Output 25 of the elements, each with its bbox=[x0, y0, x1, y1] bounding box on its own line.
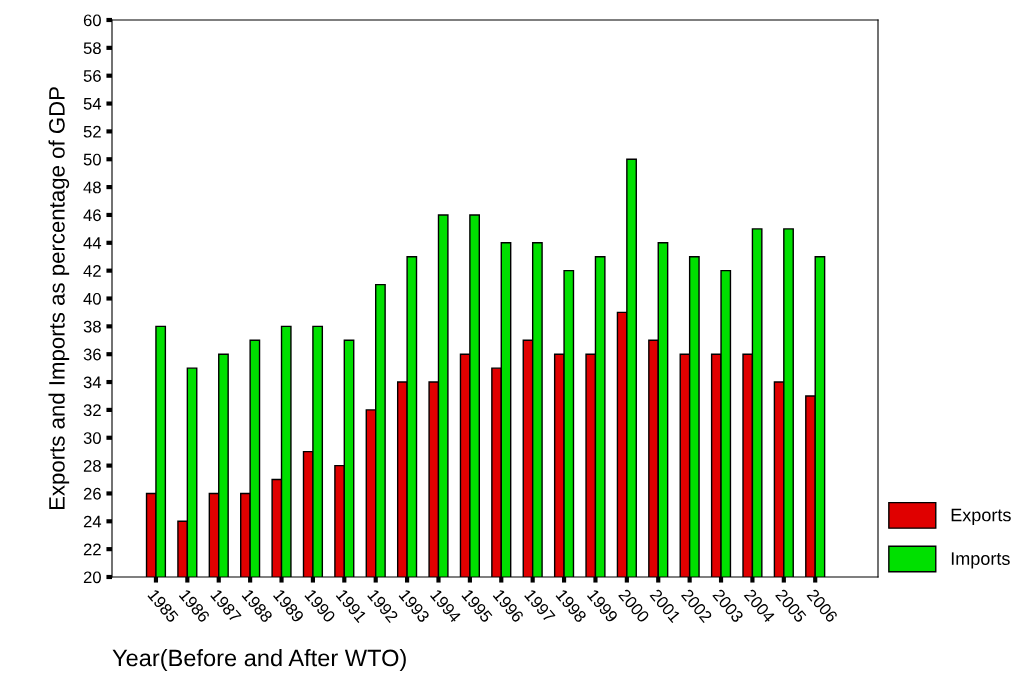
x-axis-title: Year(Before and After WTO) bbox=[112, 648, 406, 671]
y-tick-label: 30 bbox=[83, 432, 101, 444]
y-tick-label: 20 bbox=[83, 571, 101, 584]
y-tick-label: 44 bbox=[83, 237, 102, 249]
y-tick-label: 60 bbox=[83, 14, 101, 27]
y-tick-label: 38 bbox=[83, 320, 101, 333]
y-tick-label: 48 bbox=[83, 181, 101, 194]
y-tick-label: 54 bbox=[83, 98, 102, 110]
y-tick-label: 36 bbox=[83, 348, 101, 361]
y-tick-label: 40 bbox=[83, 292, 101, 305]
y-tick-label: 32 bbox=[83, 404, 101, 417]
y-tick-label: 28 bbox=[83, 460, 101, 472]
y-tick-label: 52 bbox=[83, 125, 101, 138]
y-tick-label: 56 bbox=[83, 70, 101, 82]
y-tick-label: 46 bbox=[83, 209, 101, 222]
y-tick-label: 22 bbox=[83, 543, 101, 556]
y-tick-label: 50 bbox=[83, 153, 101, 166]
y-tick-label: 42 bbox=[83, 265, 101, 277]
y-tick-label: 34 bbox=[83, 376, 102, 389]
y-tick-label: 24 bbox=[83, 515, 102, 528]
y-tick-label: 58 bbox=[83, 42, 101, 55]
y-axis-title: Exports and Imports as percentage of GDP bbox=[48, 87, 70, 510]
legend-label: Exports bbox=[951, 508, 1011, 525]
y-tick-label: 26 bbox=[83, 487, 101, 500]
legend-label: Imports bbox=[951, 552, 1010, 569]
